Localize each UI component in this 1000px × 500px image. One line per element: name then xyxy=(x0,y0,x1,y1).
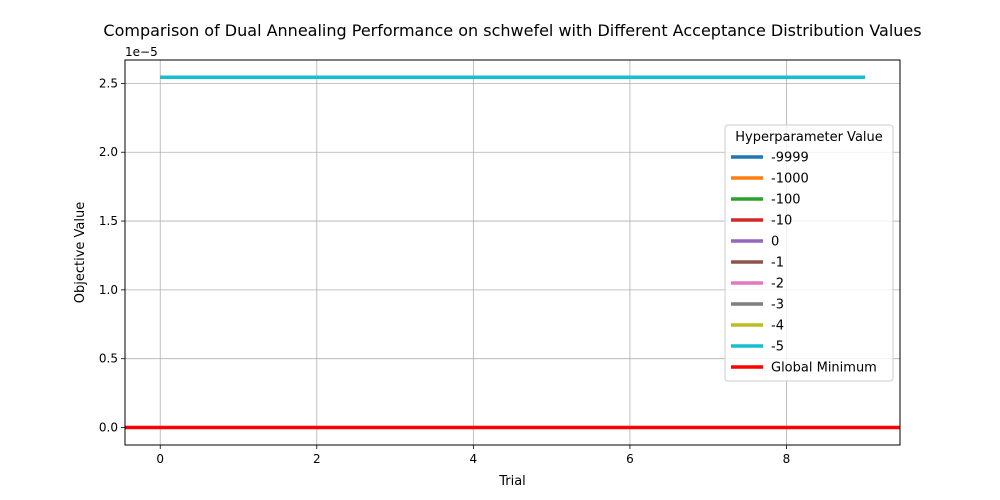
legend-label: -2 xyxy=(771,277,784,292)
legend-label: -1 xyxy=(771,256,784,271)
y-tick-label: 0.0 xyxy=(99,421,118,435)
legend-label: -3 xyxy=(771,298,784,313)
x-tick-label: 0 xyxy=(156,452,164,466)
legend-label: -1000 xyxy=(771,172,809,187)
legend-title: Hyperparameter Value xyxy=(735,130,883,145)
legend-frame xyxy=(724,124,894,382)
axes-frame xyxy=(124,59,901,446)
plot-area xyxy=(124,59,901,446)
x-tick-label: 6 xyxy=(626,452,634,466)
y-offset-text: 1e−5 xyxy=(125,45,158,59)
y-tick-label: 0.5 xyxy=(99,352,118,366)
legend-label: -9999 xyxy=(771,151,809,166)
y-tick-label: 1.5 xyxy=(99,214,118,228)
y-axis: 0.0 0.5 1.0 1.5 2.0 2.5 xyxy=(99,76,125,435)
legend: Hyperparameter Value -9999-1000-100-100-… xyxy=(724,124,894,382)
chart-title: Comparison of Dual Annealing Performance… xyxy=(103,21,921,40)
x-tick-label: 4 xyxy=(470,452,478,466)
x-tick-label: 8 xyxy=(783,452,791,466)
y-tick-label: 2.5 xyxy=(99,76,118,90)
legend-label: 0 xyxy=(771,235,779,250)
y-axis-label: Objective Value xyxy=(73,202,88,303)
x-axis-label: Trial xyxy=(498,474,526,489)
x-tick-label: 2 xyxy=(313,452,321,466)
legend-label: Global Minimum xyxy=(771,361,877,376)
y-tick-label: 2.0 xyxy=(99,145,118,159)
y-tick-label: 1.0 xyxy=(99,283,118,297)
x-axis: 0 2 4 6 8 xyxy=(156,445,790,466)
legend-label: -5 xyxy=(771,340,784,355)
legend-label: -4 xyxy=(771,319,784,334)
legend-label: -10 xyxy=(771,214,792,229)
legend-label: -100 xyxy=(771,193,801,208)
